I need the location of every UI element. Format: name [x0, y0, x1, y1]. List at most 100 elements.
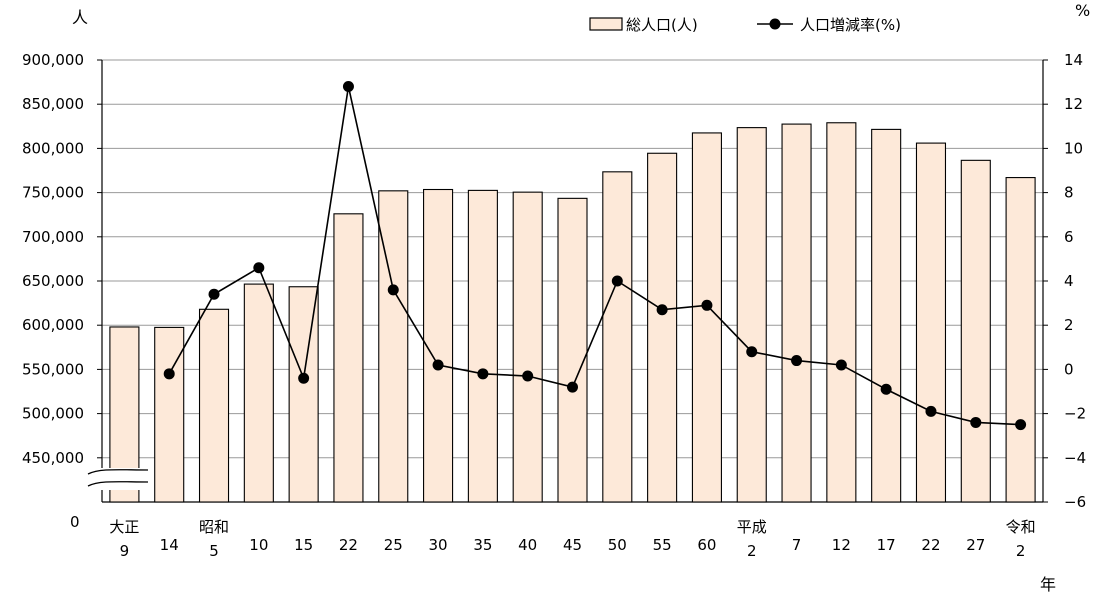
bar — [198, 308, 230, 503]
bar — [1005, 177, 1036, 503]
rate-point — [880, 383, 892, 395]
x-tick-label: 14 — [160, 536, 179, 554]
x-tick-label: 55 — [653, 536, 672, 554]
bar — [960, 159, 991, 503]
x-tick-label: 27 — [966, 536, 985, 554]
legend: 総人口(人) 人口増減率(%) — [589, 16, 901, 34]
x-tick-label: 5 — [209, 542, 219, 560]
bar — [512, 191, 543, 503]
x-era-label: 令和 — [1006, 518, 1036, 536]
x-era-label: 大正 — [109, 518, 139, 536]
right-tick-label: 4 — [1064, 272, 1074, 290]
axis-break-line-top — [87, 469, 149, 475]
bar — [288, 286, 319, 503]
legend-line-label: 人口増減率(%) — [800, 16, 901, 34]
right-tick-label: 14 — [1064, 51, 1083, 69]
left-tick-label: 0 — [70, 513, 80, 531]
legend-bar-label: 総人口(人) — [626, 16, 698, 34]
x-tick-label: 10 — [249, 536, 268, 554]
rate-point — [746, 346, 758, 358]
x-tick-label: 2 — [747, 542, 757, 560]
bar — [602, 171, 633, 503]
rate-point — [477, 368, 489, 380]
left-tick-label: 650,000 — [22, 272, 84, 290]
x-tick-label: 40 — [518, 536, 537, 554]
x-era-label: 昭和 — [199, 518, 229, 536]
bar — [557, 197, 588, 503]
bar — [154, 326, 185, 503]
x-tick-label: 7 — [792, 536, 802, 554]
x-tick-label: 45 — [563, 536, 582, 554]
right-axis-unit: % — [1075, 1, 1090, 20]
right-tick-label: −6 — [1064, 493, 1086, 511]
legend-line-marker — [769, 18, 781, 30]
rate-point — [656, 304, 668, 316]
bar — [691, 132, 722, 503]
left-tick-label: 550,000 — [22, 360, 84, 378]
bar — [781, 123, 812, 503]
bar — [333, 213, 364, 503]
x-tick-label: 35 — [473, 536, 492, 554]
right-tick-label: 8 — [1064, 184, 1074, 202]
x-tick-label: 30 — [429, 536, 448, 554]
bar — [378, 190, 409, 503]
rate-point — [163, 368, 175, 380]
rate-point — [342, 81, 354, 93]
bar — [243, 283, 274, 503]
rate-point — [925, 405, 937, 417]
x-tick-label: 50 — [608, 536, 627, 554]
axis-break-gap — [90, 468, 148, 490]
right-tick-label: 12 — [1064, 95, 1083, 113]
right-tick-label: −4 — [1064, 449, 1086, 467]
rate-point — [701, 299, 713, 311]
left-tick-label: 500,000 — [22, 405, 84, 423]
x-axis-title: 年 — [1040, 575, 1056, 593]
rate-point — [298, 372, 310, 384]
rate-point — [387, 284, 399, 296]
left-tick-label: 750,000 — [22, 184, 84, 202]
left-axis-unit: 人 — [72, 8, 88, 27]
x-tick-label: 25 — [384, 536, 403, 554]
plot-area: 900,000 850,000 800,000 750,000 700,000 650,0… — [22, 51, 1086, 560]
rate-point — [1015, 419, 1027, 431]
bar — [467, 189, 498, 503]
left-tick-label: 900,000 — [22, 51, 84, 69]
left-tick-label: 850,000 — [22, 95, 84, 113]
right-tick-label: 6 — [1064, 228, 1074, 246]
rate-line — [168, 86, 1021, 426]
x-tick-label: 17 — [877, 536, 896, 554]
rate-point — [567, 381, 578, 393]
x-tick-label: 22 — [339, 536, 358, 554]
left-tick-label: 700,000 — [22, 228, 84, 246]
x-era-label: 平成 — [737, 518, 767, 536]
rate-point — [208, 288, 220, 300]
right-tick-label: 0 — [1064, 360, 1074, 378]
left-tick-label: 600,000 — [22, 316, 84, 334]
bar — [736, 127, 767, 503]
rate-point — [611, 275, 623, 287]
bar — [423, 188, 454, 503]
bar — [915, 142, 947, 503]
legend-bar-swatch — [589, 17, 623, 31]
x-tick-label: 12 — [832, 536, 851, 554]
rate-point — [522, 370, 534, 382]
axis-break — [87, 468, 149, 490]
right-tick-label: −2 — [1064, 405, 1086, 423]
rate-point — [970, 416, 982, 428]
x-tick-label: 2 — [1016, 542, 1026, 560]
right-tick-label: 2 — [1064, 316, 1074, 334]
left-tick-label: 450,000 — [22, 449, 84, 467]
rate-point — [835, 359, 847, 371]
axis-break-line-bottom — [87, 481, 149, 487]
bar — [647, 152, 678, 503]
x-tick-label: 15 — [294, 536, 313, 554]
rate-point — [791, 355, 803, 367]
right-tick-label: 10 — [1064, 139, 1083, 157]
x-tick-label: 60 — [697, 536, 716, 554]
x-tick-label: 9 — [120, 542, 130, 560]
left-tick-label: 800,000 — [22, 139, 84, 157]
bar — [871, 128, 902, 503]
x-tick-label: 22 — [921, 536, 940, 554]
rate-point — [432, 359, 444, 371]
